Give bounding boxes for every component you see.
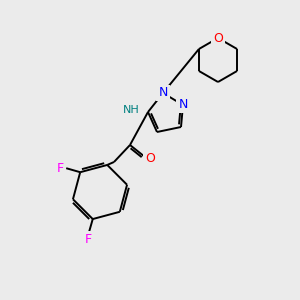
Text: O: O <box>145 152 155 164</box>
Text: NH: NH <box>123 105 140 115</box>
Text: F: F <box>57 162 64 175</box>
Text: N: N <box>178 98 188 112</box>
Text: F: F <box>85 232 92 245</box>
Text: O: O <box>213 32 223 44</box>
Text: N: N <box>158 86 168 100</box>
